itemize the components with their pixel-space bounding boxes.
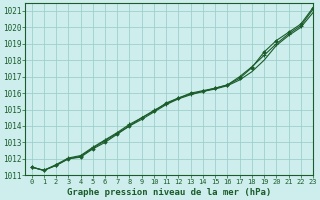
X-axis label: Graphe pression niveau de la mer (hPa): Graphe pression niveau de la mer (hPa) xyxy=(67,188,271,197)
